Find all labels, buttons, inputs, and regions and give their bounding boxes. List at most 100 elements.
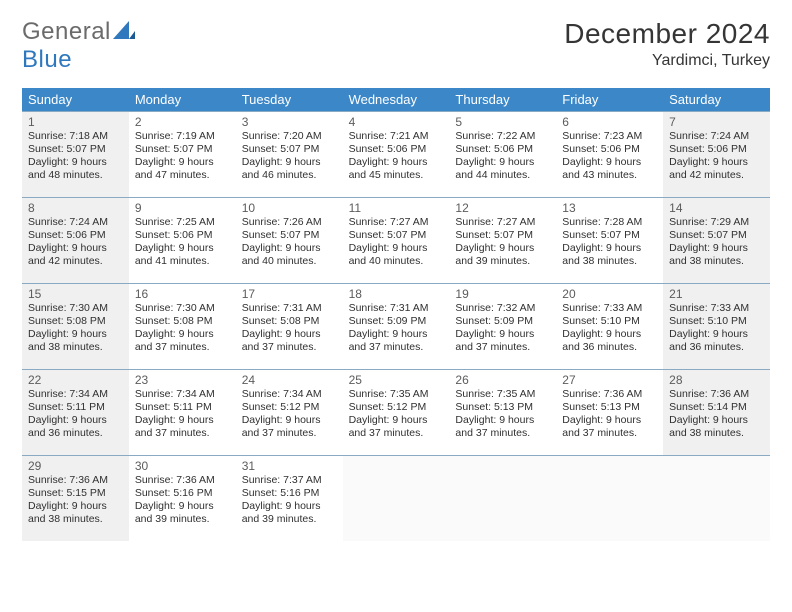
daylight-line: Daylight: 9 hours: [562, 328, 657, 341]
calendar-day-cell: 16Sunrise: 7:30 AMSunset: 5:08 PMDayligh…: [129, 283, 236, 369]
daylight-line: and 48 minutes.: [28, 169, 123, 182]
day-number: 8: [28, 201, 123, 215]
sunrise-line: Sunrise: 7:30 AM: [135, 302, 230, 315]
daylight-line: and 37 minutes.: [455, 427, 550, 440]
calendar-day-cell: 20Sunrise: 7:33 AMSunset: 5:10 PMDayligh…: [556, 283, 663, 369]
calendar-day-cell: 10Sunrise: 7:26 AMSunset: 5:07 PMDayligh…: [236, 197, 343, 283]
sunrise-line: Sunrise: 7:36 AM: [28, 474, 123, 487]
weekday-header: Monday: [129, 88, 236, 111]
daylight-line: and 42 minutes.: [669, 169, 764, 182]
logo-word-general: General: [22, 18, 111, 45]
day-number: 18: [349, 287, 444, 301]
day-number: 7: [669, 115, 764, 129]
daylight-line: Daylight: 9 hours: [242, 414, 337, 427]
daylight-line: Daylight: 9 hours: [669, 156, 764, 169]
sunrise-line: Sunrise: 7:34 AM: [135, 388, 230, 401]
daylight-line: Daylight: 9 hours: [455, 156, 550, 169]
daylight-line: Daylight: 9 hours: [135, 242, 230, 255]
day-number: 28: [669, 373, 764, 387]
logo-word-blue: Blue: [22, 46, 72, 73]
sunrise-line: Sunrise: 7:30 AM: [28, 302, 123, 315]
calendar-empty-cell: [449, 455, 556, 541]
calendar-empty-cell: [556, 455, 663, 541]
day-number: 1: [28, 115, 123, 129]
sunrise-line: Sunrise: 7:28 AM: [562, 216, 657, 229]
daylight-line: Daylight: 9 hours: [562, 156, 657, 169]
day-number: 19: [455, 287, 550, 301]
sunset-line: Sunset: 5:07 PM: [242, 143, 337, 156]
daylight-line: and 40 minutes.: [242, 255, 337, 268]
sunset-line: Sunset: 5:07 PM: [562, 229, 657, 242]
day-number: 21: [669, 287, 764, 301]
daylight-line: Daylight: 9 hours: [242, 242, 337, 255]
sunrise-line: Sunrise: 7:33 AM: [669, 302, 764, 315]
sunrise-line: Sunrise: 7:26 AM: [242, 216, 337, 229]
daylight-line: and 37 minutes.: [242, 427, 337, 440]
day-number: 26: [455, 373, 550, 387]
calendar-week-row: 1Sunrise: 7:18 AMSunset: 5:07 PMDaylight…: [22, 111, 770, 197]
calendar-day-cell: 21Sunrise: 7:33 AMSunset: 5:10 PMDayligh…: [663, 283, 770, 369]
daylight-line: and 44 minutes.: [455, 169, 550, 182]
weekday-header: Saturday: [663, 88, 770, 111]
calendar-day-cell: 19Sunrise: 7:32 AMSunset: 5:09 PMDayligh…: [449, 283, 556, 369]
calendar-day-cell: 25Sunrise: 7:35 AMSunset: 5:12 PMDayligh…: [343, 369, 450, 455]
day-number: 16: [135, 287, 230, 301]
header: General Blue December 2024 Yardimci, Tur…: [22, 18, 770, 74]
calendar-day-cell: 7Sunrise: 7:24 AMSunset: 5:06 PMDaylight…: [663, 111, 770, 197]
sunset-line: Sunset: 5:07 PM: [669, 229, 764, 242]
sunrise-line: Sunrise: 7:19 AM: [135, 130, 230, 143]
calendar-day-cell: 26Sunrise: 7:35 AMSunset: 5:13 PMDayligh…: [449, 369, 556, 455]
daylight-line: and 46 minutes.: [242, 169, 337, 182]
calendar-day-cell: 31Sunrise: 7:37 AMSunset: 5:16 PMDayligh…: [236, 455, 343, 541]
sunrise-line: Sunrise: 7:35 AM: [349, 388, 444, 401]
daylight-line: Daylight: 9 hours: [242, 328, 337, 341]
sunset-line: Sunset: 5:12 PM: [242, 401, 337, 414]
calendar-day-cell: 30Sunrise: 7:36 AMSunset: 5:16 PMDayligh…: [129, 455, 236, 541]
calendar-day-cell: 22Sunrise: 7:34 AMSunset: 5:11 PMDayligh…: [22, 369, 129, 455]
sunset-line: Sunset: 5:11 PM: [135, 401, 230, 414]
calendar-page: General Blue December 2024 Yardimci, Tur…: [0, 0, 792, 559]
sunset-line: Sunset: 5:16 PM: [242, 487, 337, 500]
daylight-line: and 47 minutes.: [135, 169, 230, 182]
calendar-day-cell: 14Sunrise: 7:29 AMSunset: 5:07 PMDayligh…: [663, 197, 770, 283]
sunset-line: Sunset: 5:06 PM: [349, 143, 444, 156]
daylight-line: and 45 minutes.: [349, 169, 444, 182]
calendar-day-cell: 23Sunrise: 7:34 AMSunset: 5:11 PMDayligh…: [129, 369, 236, 455]
daylight-line: Daylight: 9 hours: [135, 156, 230, 169]
daylight-line: and 38 minutes.: [562, 255, 657, 268]
calendar-day-cell: 3Sunrise: 7:20 AMSunset: 5:07 PMDaylight…: [236, 111, 343, 197]
logo-sail-icon: [113, 26, 135, 43]
daylight-line: Daylight: 9 hours: [28, 242, 123, 255]
sunrise-line: Sunrise: 7:34 AM: [242, 388, 337, 401]
daylight-line: and 43 minutes.: [562, 169, 657, 182]
sunset-line: Sunset: 5:12 PM: [349, 401, 444, 414]
calendar-day-cell: 4Sunrise: 7:21 AMSunset: 5:06 PMDaylight…: [343, 111, 450, 197]
calendar-day-cell: 17Sunrise: 7:31 AMSunset: 5:08 PMDayligh…: [236, 283, 343, 369]
sunset-line: Sunset: 5:06 PM: [28, 229, 123, 242]
sunrise-line: Sunrise: 7:36 AM: [669, 388, 764, 401]
sunrise-line: Sunrise: 7:27 AM: [349, 216, 444, 229]
day-number: 25: [349, 373, 444, 387]
day-number: 12: [455, 201, 550, 215]
day-number: 10: [242, 201, 337, 215]
sunset-line: Sunset: 5:08 PM: [135, 315, 230, 328]
sunrise-line: Sunrise: 7:31 AM: [349, 302, 444, 315]
daylight-line: Daylight: 9 hours: [455, 414, 550, 427]
sunset-line: Sunset: 5:08 PM: [242, 315, 337, 328]
calendar-body: 1Sunrise: 7:18 AMSunset: 5:07 PMDaylight…: [22, 111, 770, 541]
sunrise-line: Sunrise: 7:21 AM: [349, 130, 444, 143]
daylight-line: and 38 minutes.: [28, 513, 123, 526]
sunset-line: Sunset: 5:06 PM: [669, 143, 764, 156]
daylight-line: and 39 minutes.: [242, 513, 337, 526]
daylight-line: and 36 minutes.: [562, 341, 657, 354]
sunset-line: Sunset: 5:07 PM: [135, 143, 230, 156]
title-block: December 2024 Yardimci, Turkey: [564, 18, 770, 70]
daylight-line: and 41 minutes.: [135, 255, 230, 268]
sunrise-line: Sunrise: 7:33 AM: [562, 302, 657, 315]
daylight-line: and 37 minutes.: [135, 341, 230, 354]
sunset-line: Sunset: 5:09 PM: [455, 315, 550, 328]
calendar-day-cell: 24Sunrise: 7:34 AMSunset: 5:12 PMDayligh…: [236, 369, 343, 455]
day-number: 23: [135, 373, 230, 387]
day-number: 29: [28, 459, 123, 473]
daylight-line: and 37 minutes.: [455, 341, 550, 354]
